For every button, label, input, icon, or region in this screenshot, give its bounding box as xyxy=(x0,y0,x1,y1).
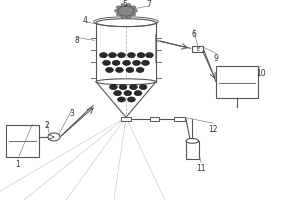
Bar xyxy=(192,46,203,52)
Text: 4: 4 xyxy=(83,16,88,25)
Circle shape xyxy=(109,53,116,58)
Bar xyxy=(150,117,159,121)
Text: 11: 11 xyxy=(196,164,206,173)
Circle shape xyxy=(119,85,127,90)
Circle shape xyxy=(127,4,131,6)
Circle shape xyxy=(116,67,123,73)
Bar xyxy=(6,125,39,157)
Circle shape xyxy=(130,85,137,90)
Circle shape xyxy=(146,53,153,58)
Circle shape xyxy=(128,53,135,58)
Text: E: E xyxy=(196,47,199,52)
Ellipse shape xyxy=(186,139,199,143)
Bar xyxy=(121,117,131,121)
Bar xyxy=(174,117,184,121)
Circle shape xyxy=(123,60,130,65)
Text: 6: 6 xyxy=(191,30,196,39)
Circle shape xyxy=(103,60,110,65)
Text: 1: 1 xyxy=(16,160,20,169)
Text: 2: 2 xyxy=(44,121,49,130)
Circle shape xyxy=(118,53,125,58)
Circle shape xyxy=(137,53,145,58)
Ellipse shape xyxy=(96,79,156,85)
Bar xyxy=(186,141,199,159)
Circle shape xyxy=(118,5,134,16)
Text: 8: 8 xyxy=(74,36,79,45)
Text: 10: 10 xyxy=(256,69,266,78)
Circle shape xyxy=(128,97,135,102)
Circle shape xyxy=(121,4,125,6)
Circle shape xyxy=(124,91,132,96)
Circle shape xyxy=(100,53,107,58)
Circle shape xyxy=(112,60,120,65)
Circle shape xyxy=(118,97,125,102)
Text: 3: 3 xyxy=(70,109,74,118)
Circle shape xyxy=(131,6,136,9)
Circle shape xyxy=(116,13,121,16)
Circle shape xyxy=(106,67,113,73)
Circle shape xyxy=(114,91,122,96)
Circle shape xyxy=(126,67,134,73)
Circle shape xyxy=(139,85,147,90)
Circle shape xyxy=(133,60,140,65)
Circle shape xyxy=(127,15,131,18)
Text: 12: 12 xyxy=(208,125,218,134)
Circle shape xyxy=(121,15,125,18)
Circle shape xyxy=(133,9,137,12)
Circle shape xyxy=(116,6,121,9)
Circle shape xyxy=(48,133,60,141)
Bar xyxy=(216,66,258,98)
Circle shape xyxy=(131,13,136,16)
Text: 9: 9 xyxy=(214,54,218,63)
Text: 7: 7 xyxy=(146,0,151,9)
Circle shape xyxy=(134,91,142,96)
Circle shape xyxy=(110,85,117,90)
Text: 5: 5 xyxy=(122,0,127,9)
Circle shape xyxy=(115,9,119,12)
Circle shape xyxy=(136,67,144,73)
Circle shape xyxy=(142,60,149,65)
Ellipse shape xyxy=(96,19,156,27)
